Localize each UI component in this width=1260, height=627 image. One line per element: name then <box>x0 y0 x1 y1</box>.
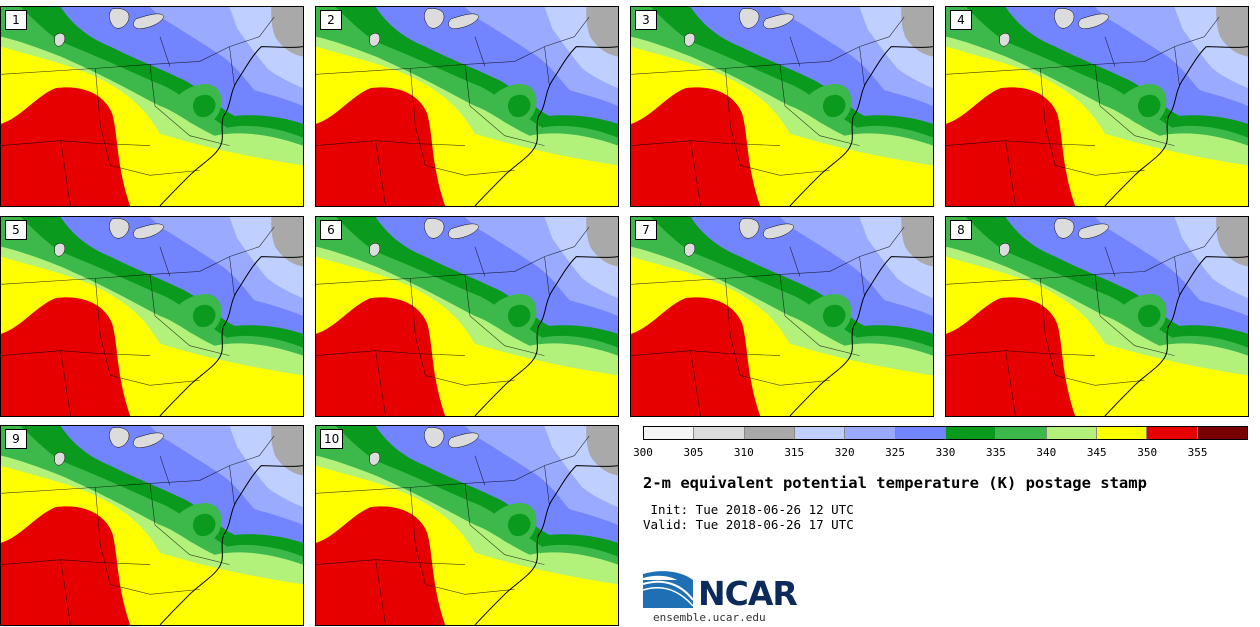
colorbar-tick-label: 310 <box>733 446 754 459</box>
colorbar-swatch <box>995 427 1046 439</box>
panel-number: 2 <box>320 10 342 30</box>
colorbar-swatch <box>743 427 794 439</box>
panel-number: 8 <box>950 220 972 240</box>
stamp-panel-7: 7 <box>630 216 934 417</box>
colorbar-swatch <box>894 427 945 439</box>
stamp-panel-9: 9 <box>0 425 304 626</box>
map-image <box>1 7 303 206</box>
colorbar-tick-label: 325 <box>885 446 906 459</box>
ncar-logo-text: NCAR <box>698 574 798 613</box>
panel-number: 3 <box>635 10 657 30</box>
panel-number: 4 <box>950 10 972 30</box>
panel-number: 5 <box>5 220 27 240</box>
panel-number: 9 <box>5 429 27 449</box>
map-image <box>1 217 303 416</box>
stamp-panel-8: 8 <box>945 216 1249 417</box>
map-image <box>946 7 1248 206</box>
panel-number: 6 <box>320 220 342 240</box>
colorbar-swatch <box>944 427 996 439</box>
colorbar-tick-label: 345 <box>1086 446 1107 459</box>
stamp-panel-6: 6 <box>315 216 619 417</box>
map-image <box>631 217 933 416</box>
map-image <box>946 217 1248 416</box>
colorbar-tick-label: 350 <box>1137 446 1158 459</box>
colorbar-tick-label: 340 <box>1036 446 1057 459</box>
colorbar-tick-label: 300 <box>633 446 653 459</box>
colorbar-swatch <box>1095 427 1147 439</box>
colorbar-swatch <box>1196 427 1247 439</box>
map-image <box>316 217 618 416</box>
figure-title: 2-m equivalent potential temperature (K)… <box>643 474 1147 492</box>
colorbar-tick-label: 315 <box>784 446 805 459</box>
map-image <box>316 426 618 625</box>
colorbar-tick-label: 355 <box>1187 446 1208 459</box>
stamp-panel-3: 3 <box>630 6 934 207</box>
stamp-panel-5: 5 <box>0 216 304 417</box>
panel-number: 1 <box>5 10 27 30</box>
stamp-panel-10: 10 <box>315 425 619 626</box>
colorbar-tick-labels: 300 305 310 315 320 325 330 335 340 345 350 355 <box>633 446 1248 460</box>
ncar-logo-icon <box>643 571 694 608</box>
map-image <box>631 7 933 206</box>
colorbar <box>643 426 1248 440</box>
init-time: Init: Tue 2018-06-26 12 UTC <box>643 502 854 517</box>
map-image <box>316 7 618 206</box>
stamp-panel-1: 1 <box>0 6 304 207</box>
colorbar-swatch <box>693 427 744 439</box>
colorbar-swatch <box>1045 427 1096 439</box>
colorbar-swatch <box>1146 427 1197 439</box>
colorbar-swatch <box>793 427 845 439</box>
stamp-panel-2: 2 <box>315 6 619 207</box>
colorbar-tick-label: 335 <box>985 446 1006 459</box>
panel-number: 10 <box>320 429 344 449</box>
panel-number: 7 <box>635 220 657 240</box>
map-image <box>1 426 303 625</box>
valid-time: Valid: Tue 2018-06-26 17 UTC <box>643 517 854 532</box>
colorbar-swatch <box>644 427 694 439</box>
colorbar-tick-label: 330 <box>935 446 956 459</box>
stamp-panel-4: 4 <box>945 6 1249 207</box>
logo-url: ensemble.ucar.edu <box>653 611 766 624</box>
colorbar-tick-label: 320 <box>834 446 855 459</box>
colorbar-swatch <box>844 427 895 439</box>
colorbar-tick-label: 305 <box>683 446 704 459</box>
